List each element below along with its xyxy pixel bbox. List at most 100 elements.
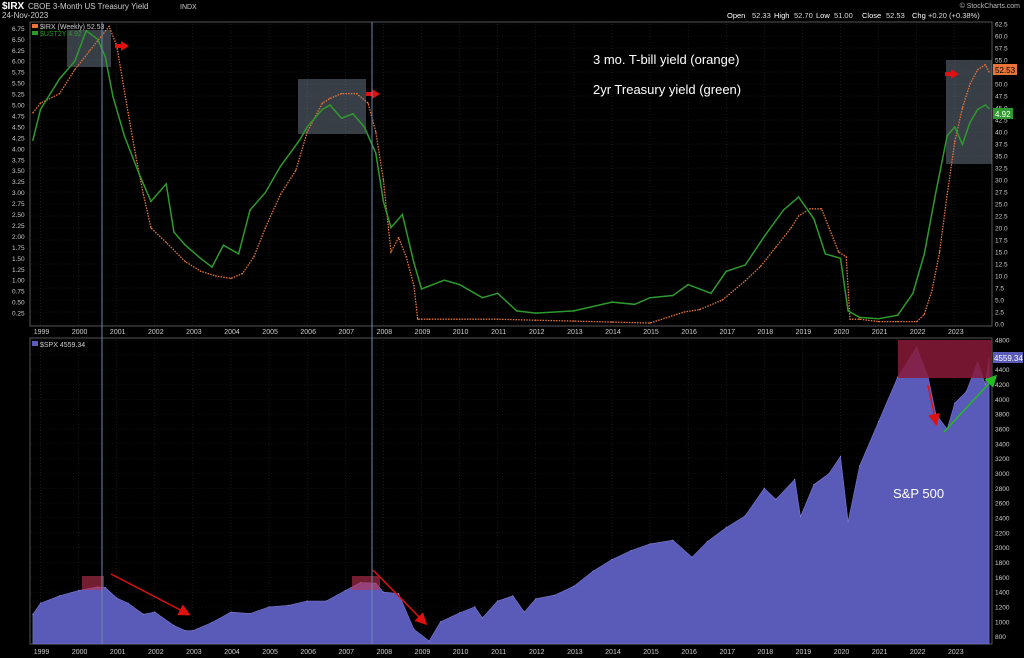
annotation-sp500: S&P 500 <box>893 486 944 501</box>
point-irx-8 <box>127 112 129 114</box>
point-ust-64 <box>954 126 956 128</box>
x-tick-upper-2015: 2015 <box>643 329 659 336</box>
point-irx-21 <box>295 169 297 172</box>
point-ust-32 <box>413 261 415 264</box>
point-spx-37 <box>592 570 594 572</box>
point-ust-6 <box>104 56 107 58</box>
legend-ust: $UST2Y 4.92 <box>40 31 82 38</box>
point-irx-69 <box>988 71 990 73</box>
left-tick-5.75: 5.75 <box>12 70 25 77</box>
yield-panel <box>29 21 993 327</box>
point-irx-36 <box>458 318 461 320</box>
point-ust-67 <box>976 108 979 111</box>
point-ust-18 <box>249 209 251 211</box>
right-tick-27.5: 27.5 <box>995 190 1008 197</box>
left-tick-4.25: 4.25 <box>12 135 25 142</box>
point-irx-27 <box>367 102 369 104</box>
point-spx-7 <box>127 602 129 604</box>
point-irx-23 <box>321 102 324 104</box>
point-ust-25 <box>340 117 343 119</box>
point-irx-4 <box>89 49 91 52</box>
point-spx-29 <box>474 606 476 608</box>
point-ust-38 <box>496 292 499 295</box>
point-ust-4 <box>85 29 87 32</box>
point-spx-40 <box>649 543 651 545</box>
red-arrow-2008-2009 <box>372 569 428 626</box>
point-ust-50 <box>763 235 766 238</box>
point-ust-68 <box>984 104 987 106</box>
spx-highlight-2022 <box>898 340 992 378</box>
left-tick-4.50: 4.50 <box>12 124 25 131</box>
x-tick-upper-2000: 2000 <box>72 329 88 336</box>
point-ust-9 <box>138 174 141 176</box>
x-tick-lower-2020: 2020 <box>834 649 850 656</box>
spx-tick-3400: 3400 <box>995 441 1010 448</box>
point-irx-32 <box>405 256 407 258</box>
chg-label: Chg <box>912 11 926 20</box>
point-irx-40 <box>611 321 613 323</box>
x-tick-lower-2006: 2006 <box>300 649 316 656</box>
point-ust-35 <box>443 279 446 282</box>
point-irx-62 <box>938 251 941 253</box>
point-spx-16 <box>268 606 270 608</box>
point-spx-64 <box>984 383 986 386</box>
red-arrow-2007 <box>366 89 380 99</box>
point-ust-42 <box>611 301 613 303</box>
point-irx-52 <box>828 227 830 229</box>
x-tick-lower-2021: 2021 <box>872 649 888 656</box>
spx-last-badge <box>993 352 1023 363</box>
x-tick-lower-2013: 2013 <box>567 649 583 656</box>
point-spx-10 <box>173 624 175 627</box>
point-spx-42 <box>691 556 693 558</box>
x-tick-upper-1999: 1999 <box>34 329 50 336</box>
right-tick-40.0: 40.0 <box>995 130 1008 137</box>
spx-tick-2600: 2600 <box>995 501 1010 508</box>
annotation-twoyr: 2yr Treasury yield (green) <box>593 82 741 97</box>
point-irx-66 <box>969 83 971 85</box>
point-irx-16 <box>230 277 232 280</box>
point-irx-67 <box>977 68 979 71</box>
x-tick-lower-2011: 2011 <box>491 649 506 656</box>
point-irx-68 <box>984 64 986 66</box>
point-spx-33 <box>523 611 525 613</box>
point-irx-18 <box>253 256 255 258</box>
point-irx-53 <box>837 251 840 253</box>
point-ust-8 <box>123 134 126 137</box>
point-irx-35 <box>428 318 430 320</box>
point-ust-69 <box>988 107 990 110</box>
right-tick-42.5: 42.5 <box>995 118 1008 125</box>
quote-bar: Open 52.33 High 52.70 Low 51.00 Close 52… <box>727 11 980 20</box>
point-irx-38 <box>535 319 537 321</box>
open-label: Open <box>727 11 745 20</box>
spx-tick-4200: 4200 <box>995 382 1010 389</box>
right-tick-50.0: 50.0 <box>995 82 1008 89</box>
point-spx-19 <box>325 600 327 602</box>
point-ust-58 <box>877 317 880 320</box>
point-irx-54 <box>845 256 847 258</box>
point-ust-29 <box>382 200 385 203</box>
left-tick-2.25: 2.25 <box>12 223 25 230</box>
x-tick-upper-2010: 2010 <box>453 329 469 336</box>
point-spx-62 <box>965 391 967 393</box>
right-tick-2.5: 2.5 <box>995 310 1004 317</box>
x-tick-upper-2009: 2009 <box>415 329 431 336</box>
spx-tick-3800: 3800 <box>995 412 1010 419</box>
point-spx-51 <box>828 472 830 475</box>
ust-last-badge <box>993 108 1013 119</box>
instrument-name: CBOE 3-Month US Treasury Yield <box>28 2 149 11</box>
open-value: 52.33 <box>752 11 771 20</box>
point-irx-39 <box>573 320 575 322</box>
point-spx-11 <box>184 630 186 632</box>
point-spx-2 <box>59 595 61 597</box>
legend-irx: $IRX (Weekly) 52.53 <box>40 24 105 31</box>
left-tick-1.25: 1.25 <box>12 267 25 274</box>
legend-ust-swatch <box>32 31 38 35</box>
point-ust-53 <box>813 218 815 220</box>
point-spx-25 <box>413 628 415 630</box>
point-ust-7 <box>112 95 114 98</box>
point-ust-66 <box>969 121 971 124</box>
x-tick-lower-2015: 2015 <box>643 649 659 656</box>
left-tick-3.75: 3.75 <box>12 157 25 164</box>
point-ust-22 <box>306 126 309 128</box>
x-tick-lower-2010: 2010 <box>453 649 469 656</box>
